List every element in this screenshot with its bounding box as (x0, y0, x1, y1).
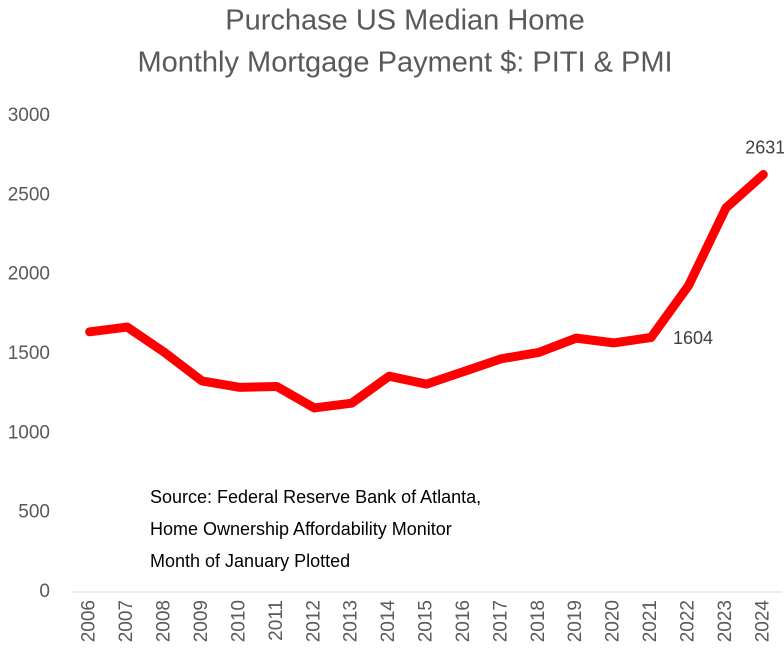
x-tick-label: 2020 (603, 600, 624, 642)
line (85, 170, 768, 413)
x-tick-label: 2010 (228, 600, 249, 642)
y-tick-label: 2000 (8, 264, 50, 285)
y-tick-label: 500 (18, 502, 50, 523)
y-tick-label: 2500 (8, 184, 50, 205)
x-tick-label: 2014 (378, 600, 399, 643)
x-tick-label: 2007 (116, 600, 137, 642)
x-tick-label: 2006 (79, 600, 100, 642)
x-tick-label: 2023 (715, 600, 736, 642)
x-tick-label: 2017 (490, 600, 511, 642)
x-tick-label: 2013 (341, 600, 362, 642)
x-tick-label: 2011 (266, 600, 287, 641)
x-tick-label: 2009 (191, 600, 212, 642)
y-tick-label: 3000 (8, 105, 50, 126)
annotation: Home Ownership Affordability Monitor (150, 519, 452, 539)
x-tick-label: 2022 (677, 600, 698, 642)
data-label: 2631 (745, 137, 784, 157)
chart-title: Monthly Mortgage Payment $: PITI & PMI (137, 47, 672, 79)
y-tick-label: 0 (39, 581, 50, 602)
data-label: 1604 (673, 328, 713, 348)
x-tick-label: 2016 (453, 600, 474, 642)
x-tick-label: 2015 (416, 600, 437, 642)
x-tick-label: 2012 (303, 600, 324, 642)
x-tick-label: 2018 (528, 600, 549, 642)
annotation: Month of January Plotted (150, 551, 350, 571)
annotation: Source: Federal Reserve Bank of Atlanta, (150, 487, 481, 507)
x-tick-label: 2024 (752, 600, 773, 643)
x-tick-label: 2021 (640, 600, 661, 642)
chart-title: Purchase US Median Home (225, 5, 584, 37)
y-tick-label: 1500 (8, 343, 50, 364)
x-tick-label: 2019 (565, 600, 586, 642)
x-tick-label: 2008 (154, 600, 175, 642)
y-tick-label: 1000 (8, 422, 50, 443)
